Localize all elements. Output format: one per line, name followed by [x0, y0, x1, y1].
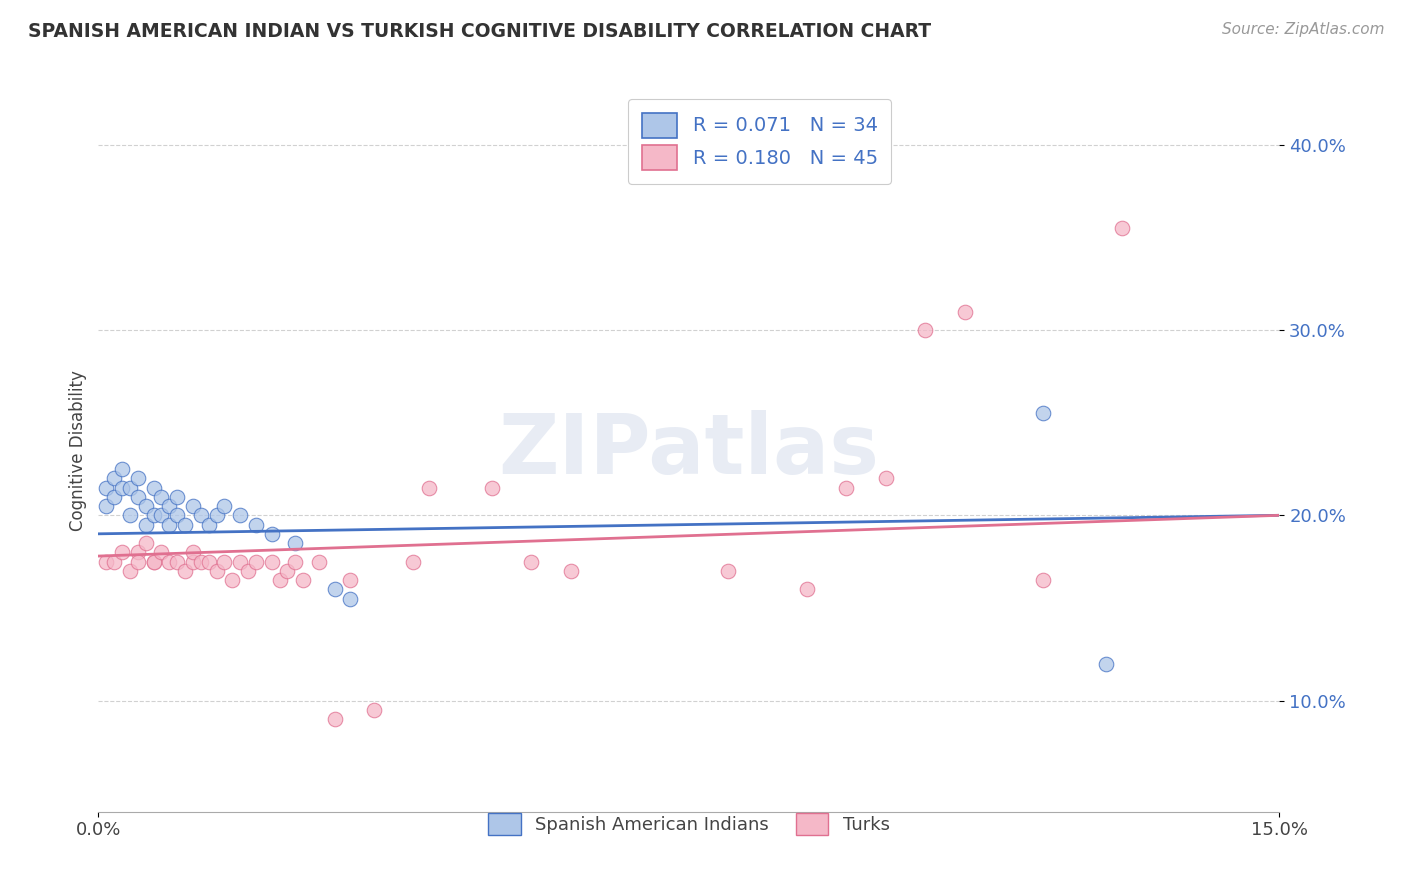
Point	[292, 573, 315, 587]
Point	[269, 573, 291, 587]
Point	[103, 555, 125, 569]
Point	[236, 564, 259, 578]
Point	[284, 536, 307, 550]
Y-axis label: Cognitive Disability: Cognitive Disability	[69, 370, 87, 531]
Point	[166, 508, 188, 523]
Point	[174, 564, 197, 578]
Point	[835, 481, 858, 495]
Point	[135, 499, 157, 513]
Point	[150, 490, 173, 504]
Point	[190, 508, 212, 523]
Point	[323, 582, 346, 597]
Point	[181, 555, 204, 569]
Point	[166, 555, 188, 569]
Point	[96, 555, 118, 569]
Point	[142, 555, 165, 569]
Point	[127, 555, 149, 569]
Point	[308, 555, 330, 569]
Point	[135, 517, 157, 532]
Point	[205, 564, 228, 578]
Point	[214, 555, 236, 569]
Point	[111, 462, 134, 476]
Point	[103, 490, 125, 504]
Point	[481, 481, 503, 495]
Point	[1095, 657, 1118, 671]
Point	[150, 508, 173, 523]
Point	[245, 517, 267, 532]
Text: SPANISH AMERICAN INDIAN VS TURKISH COGNITIVE DISABILITY CORRELATION CHART: SPANISH AMERICAN INDIAN VS TURKISH COGNI…	[28, 22, 931, 41]
Point	[157, 555, 180, 569]
Point	[323, 712, 346, 726]
Point	[339, 591, 361, 606]
Point	[118, 481, 141, 495]
Point	[796, 582, 818, 597]
Point	[953, 304, 976, 318]
Point	[276, 564, 298, 578]
Point	[1032, 406, 1054, 420]
Point	[229, 555, 252, 569]
Point	[229, 508, 252, 523]
Point	[135, 536, 157, 550]
Point	[127, 545, 149, 559]
Point	[560, 564, 582, 578]
Point	[339, 573, 361, 587]
Point	[284, 555, 307, 569]
Point	[96, 499, 118, 513]
Point	[197, 517, 219, 532]
Point	[363, 703, 385, 717]
Text: ZIPatlas: ZIPatlas	[499, 410, 879, 491]
Point	[418, 481, 440, 495]
Point	[111, 545, 134, 559]
Point	[96, 481, 118, 495]
Point	[1111, 221, 1133, 235]
Point	[1032, 573, 1054, 587]
Point	[142, 481, 165, 495]
Point	[221, 573, 243, 587]
Point	[875, 471, 897, 485]
Point	[118, 564, 141, 578]
Point	[205, 508, 228, 523]
Point	[190, 555, 212, 569]
Point	[245, 555, 267, 569]
Point	[181, 545, 204, 559]
Point	[127, 490, 149, 504]
Point	[157, 499, 180, 513]
Point	[142, 555, 165, 569]
Point	[118, 508, 141, 523]
Point	[717, 564, 740, 578]
Point	[127, 471, 149, 485]
Point	[166, 490, 188, 504]
Point	[142, 508, 165, 523]
Point	[103, 471, 125, 485]
Point	[402, 555, 425, 569]
Point	[174, 517, 197, 532]
Point	[520, 555, 543, 569]
Point	[214, 499, 236, 513]
Point	[260, 555, 283, 569]
Point	[914, 323, 936, 337]
Point	[150, 545, 173, 559]
Point	[260, 526, 283, 541]
Point	[111, 481, 134, 495]
Point	[197, 555, 219, 569]
Text: Source: ZipAtlas.com: Source: ZipAtlas.com	[1222, 22, 1385, 37]
Point	[157, 517, 180, 532]
Legend: Spanish American Indians, Turks: Spanish American Indians, Turks	[481, 806, 897, 842]
Point	[181, 499, 204, 513]
